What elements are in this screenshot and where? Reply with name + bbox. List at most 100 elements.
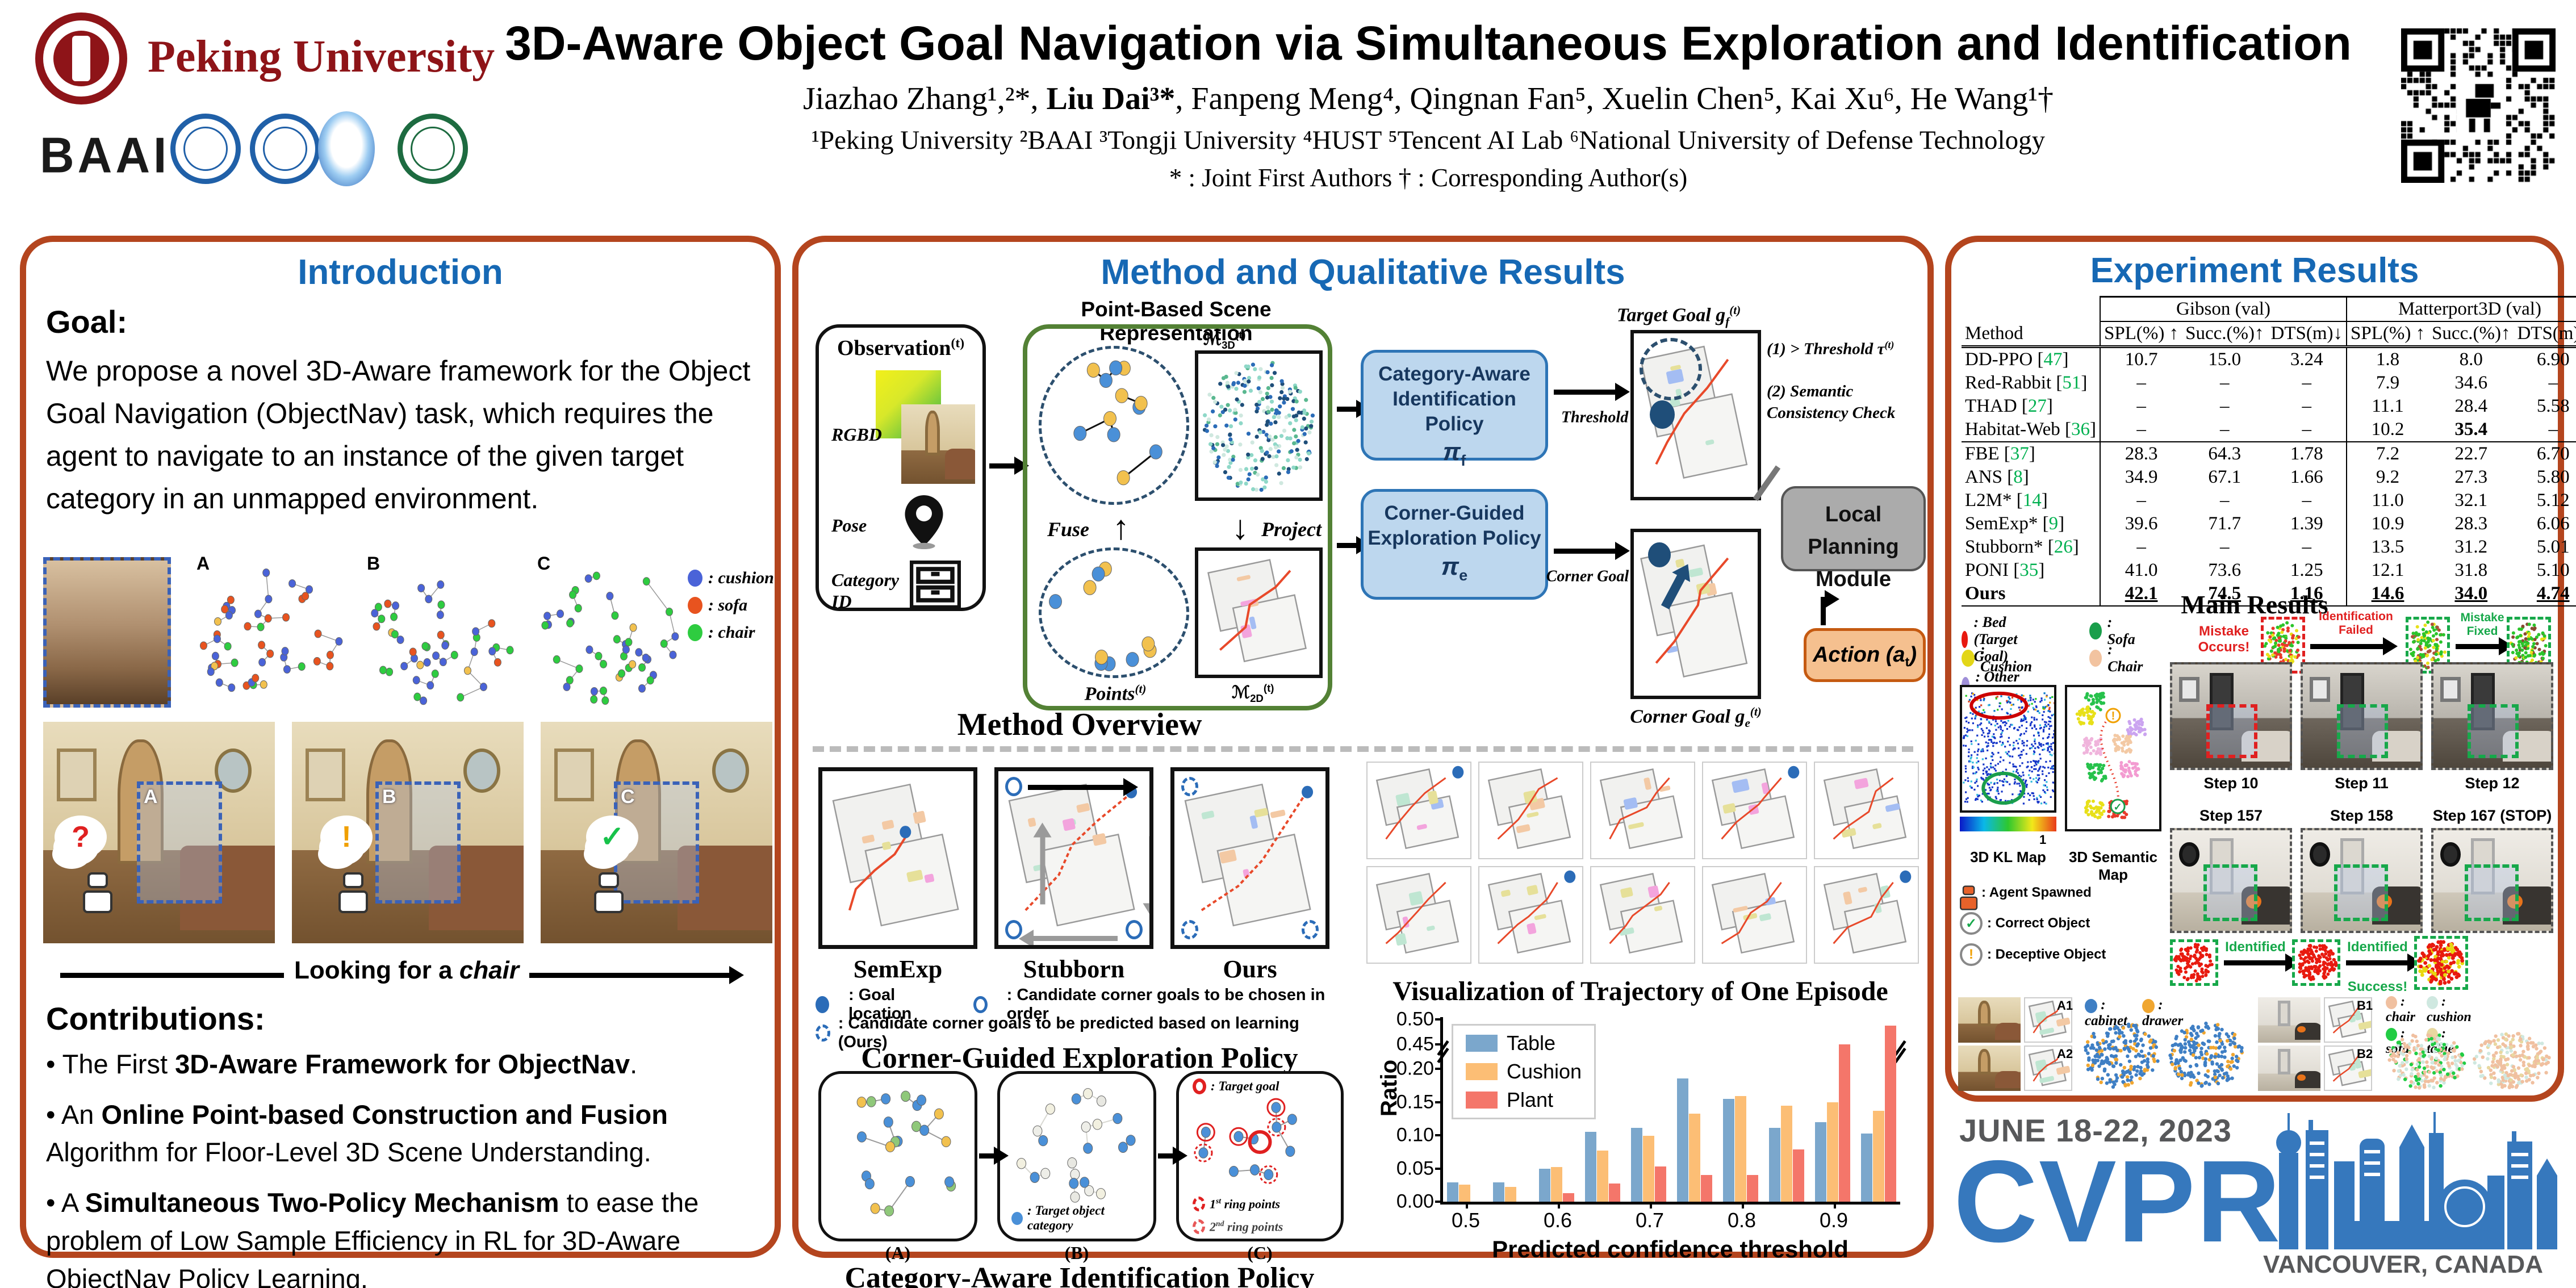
project-label: Project — [1261, 518, 1322, 541]
chart-ytick: 0.50 — [1396, 1008, 1434, 1030]
legend-dot-icon — [688, 624, 702, 641]
identification-label: (A) — [885, 1243, 911, 1263]
robot-icon — [338, 872, 368, 914]
vancouver-skyline-icon — [2276, 1112, 2557, 1249]
scene-letter: C — [621, 786, 635, 808]
legend-label: : cushion — [708, 568, 774, 587]
chart-bar-Plant — [1701, 1175, 1712, 1202]
identification-policy-box: Category-Aware Identification Policy πf — [1361, 350, 1548, 469]
chart-bar-Cushion — [1781, 1105, 1792, 1202]
exploration-legend-1: : Goal location : Candidate corner goals… — [816, 986, 1344, 1023]
identification-box-(A) — [818, 1071, 977, 1241]
success-label: Success! — [2347, 979, 2408, 994]
qual-legend-item: : Cushion — [1962, 641, 2034, 675]
exploration-caption: Stubborn — [1023, 955, 1125, 983]
observation-title: Observation(t) — [837, 336, 965, 360]
step-photo — [2170, 828, 2292, 933]
pose-pin-icon — [905, 495, 943, 549]
action-box: Action (at) — [1804, 628, 1926, 682]
tongji-university-seal-icon — [170, 114, 241, 184]
nudt-seal-icon — [398, 114, 468, 184]
fuse-label: Fuse — [1047, 518, 1090, 541]
rgbd-label: RGBD — [831, 424, 882, 445]
chart-bar-Plant — [1793, 1149, 1804, 1202]
goal-dot-icon — [816, 996, 829, 1013]
contributions-list: • The First 3D-Aware Framework for Objec… — [46, 1046, 770, 1288]
target-goal-map — [1630, 330, 1761, 500]
chart-bar-Plant — [1839, 1044, 1850, 1202]
thought-bubble-icon: ✓ — [586, 816, 638, 859]
semantic-map-label: 3D Semantic Map — [2068, 848, 2158, 883]
flow-arrow — [2224, 954, 2300, 972]
authors-pre: Jiazhao Zhang¹,²*, — [802, 81, 1047, 116]
step-photo — [2301, 662, 2423, 770]
looking-for-label: Looking for a chair — [26, 956, 787, 985]
map-label: A2 — [2057, 1047, 2073, 1061]
mistake-fixed-label: Mistake Fixed — [2460, 611, 2504, 638]
flow-arrow — [1337, 400, 1371, 418]
goal-label: Goal: — [46, 304, 128, 340]
chart-xtick: 0.9 — [1819, 1208, 1849, 1232]
step-photo — [2431, 828, 2553, 933]
trajectory-thumbnail — [1702, 866, 1807, 964]
step-caption: Step 158 — [2330, 807, 2394, 824]
points-label: Points(t) — [1084, 682, 1147, 705]
qual-legend-item: : Bed (Target Goal) — [1962, 614, 2026, 665]
cvpr-wordmark: CVPR — [1954, 1136, 2282, 1266]
map-label: B2 — [2357, 1047, 2373, 1061]
robot-icon — [83, 872, 112, 914]
results-table: Gibson (val) Matterport3D (val) Method SPL(… — [1962, 296, 2576, 607]
introduction-panel: Introduction Goal: We propose a novel 3D… — [20, 236, 781, 1288]
flow-arrow — [1554, 383, 1630, 401]
flow-arrow — [1337, 536, 1371, 554]
agent-dot — [1650, 400, 1675, 429]
hust-seal-icon — [250, 114, 320, 184]
exploration-caption: SemExp — [853, 955, 943, 983]
svg-text:!: ! — [2111, 710, 2115, 722]
points-figure — [1039, 547, 1189, 678]
b-legend: : Target object category — [1011, 1203, 1153, 1233]
contribution-bullet: • A Simultaneous Two-Policy Mechanism to… — [46, 1187, 699, 1288]
affiliations-line: ¹Peking University ²BAAI ³Tongji Univers… — [811, 126, 2046, 155]
identification-failed-label: Identification Failed — [2319, 610, 2393, 637]
contributions-label: Contributions: — [46, 1001, 265, 1036]
identified-label-2: Identified — [2347, 939, 2408, 955]
graph-label: B — [367, 553, 380, 574]
m2d-label: ℳ2D(t) — [1232, 682, 1274, 704]
exploration-policy-box: Corner-Guided Exploration Policy πe — [1361, 489, 1548, 600]
flow-arrow — [2346, 954, 2422, 972]
corner-goal-dot — [1648, 542, 1671, 567]
target-chair-box: B — [375, 781, 461, 904]
corner-goal-map — [1630, 529, 1761, 699]
graph-zoom-circle — [1640, 338, 1702, 400]
figure1-legend-item: : sofa — [688, 596, 774, 615]
exploration-map-Ours — [1170, 767, 1329, 949]
cabinet-cloud — [2082, 1019, 2161, 1092]
qr-code — [2401, 28, 2556, 183]
cvpr-footer: JUNE 18-22, 2023 CVPR — [1954, 1107, 2567, 1286]
legend-label: : sofa — [708, 596, 748, 614]
chart-bar-Table — [1631, 1128, 1642, 1202]
condition-2: (2) Semantic Consistency Check — [1767, 382, 1896, 422]
room-photo-b1 — [2258, 997, 2320, 1043]
flow-arrow — [1821, 590, 1839, 625]
step-caption: Step 10 — [2203, 775, 2259, 792]
chart-legend-item: Plant — [1466, 1088, 1582, 1112]
trajectory-thumbnail — [1478, 866, 1583, 964]
project-arrow-icon: ↓ — [1232, 508, 1249, 546]
legend-dot-icon — [688, 570, 702, 587]
kl-map-label: 3D KL Map — [1970, 848, 2046, 865]
chart-ytick: 0.20 — [1396, 1057, 1434, 1080]
step-caption: Step 167 (STOP) — [2432, 807, 2552, 824]
chart-bar-Table — [1815, 1122, 1826, 1202]
trajectory-thumbnail — [1702, 762, 1807, 859]
scene-letter: A — [144, 786, 158, 808]
step-caption: Step 11 — [2335, 775, 2389, 792]
room-photo-a1 — [1958, 997, 2021, 1043]
exploration-legend-2: : Candidate corner goals to be predicted… — [816, 1014, 1344, 1052]
identification-title: Category-Aware Identification Policy — [844, 1262, 1315, 1288]
chart-legend-item: Table — [1466, 1031, 1582, 1055]
peking-university-seal-icon — [35, 12, 127, 104]
c-ring2-legend: 2nd ring points — [1193, 1219, 1283, 1234]
figure1-legend-item: : cushion — [688, 568, 774, 588]
